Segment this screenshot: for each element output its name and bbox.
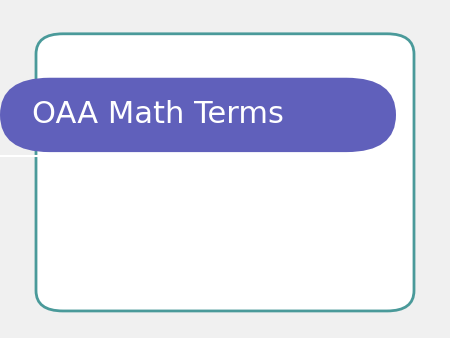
FancyBboxPatch shape	[36, 34, 414, 311]
FancyBboxPatch shape	[0, 78, 396, 152]
Text: OAA Math Terms: OAA Math Terms	[32, 100, 284, 129]
